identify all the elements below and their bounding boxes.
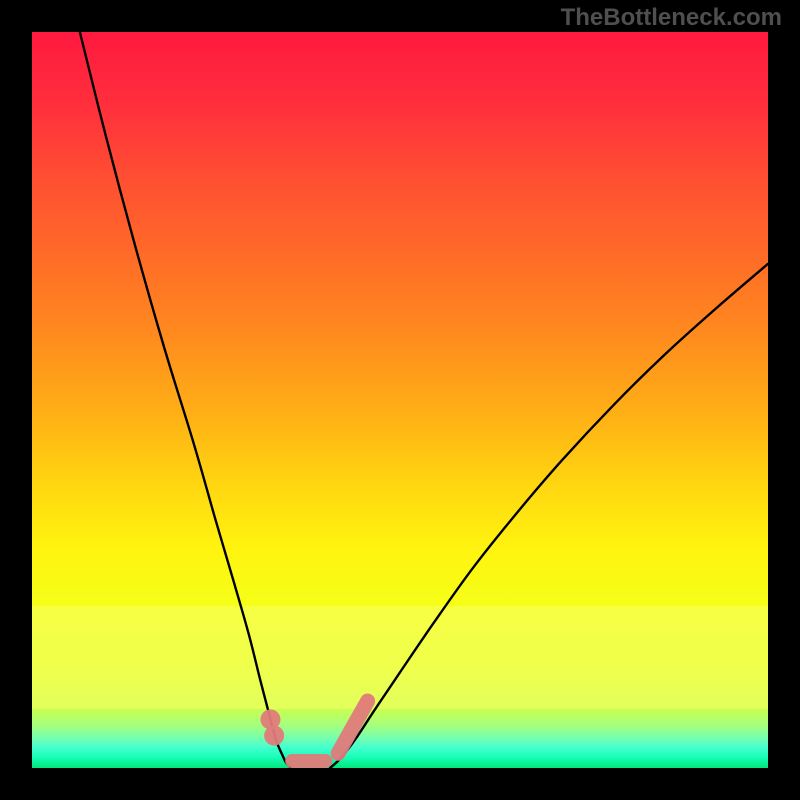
chart-svg (0, 0, 800, 800)
watermark-text: TheBottleneck.com (561, 4, 782, 32)
accent-left-dot-1 (264, 726, 284, 746)
chart-container: TheBottleneck.com (0, 0, 800, 800)
accent-bottom-bar (285, 754, 332, 768)
highlight-band (32, 606, 768, 709)
